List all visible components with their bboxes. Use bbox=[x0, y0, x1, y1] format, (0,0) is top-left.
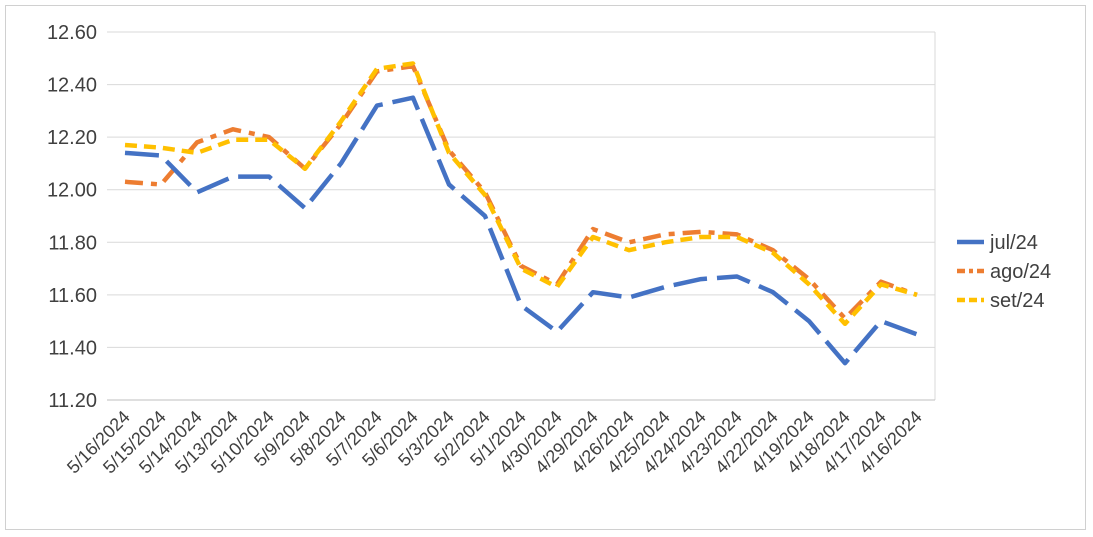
y-tick-label: 11.20 bbox=[48, 390, 97, 412]
y-tick-label: 11.60 bbox=[48, 285, 97, 307]
x-axis: 5/16/20245/15/20245/14/20245/13/20245/10… bbox=[63, 399, 935, 477]
y-tick-label: 12.20 bbox=[47, 127, 97, 149]
series-line-jul-24 bbox=[124, 95, 918, 366]
legend-label: jul/24 bbox=[989, 232, 1038, 254]
y-tick-label: 11.80 bbox=[48, 232, 97, 254]
legend-label: ago/24 bbox=[990, 261, 1051, 283]
y-tick-label: 12.00 bbox=[47, 180, 97, 202]
series-lines bbox=[124, 61, 918, 366]
y-tick-label: 12.40 bbox=[47, 75, 97, 97]
chart-frame bbox=[5, 5, 1086, 530]
series-line-ago-24 bbox=[124, 63, 918, 321]
legend-label: set/24 bbox=[990, 290, 1044, 312]
series-line-set-24 bbox=[124, 61, 918, 327]
gridlines bbox=[107, 31, 936, 401]
y-axis: 11.20 11.40 11.60 11.80 12.00 12.20 12.40 12.60 bbox=[47, 22, 97, 412]
legend: jul/24 ago/24 set/24 bbox=[957, 232, 1051, 312]
y-tick-label: 11.40 bbox=[48, 337, 97, 359]
y-tick-label: 12.60 bbox=[47, 22, 97, 44]
